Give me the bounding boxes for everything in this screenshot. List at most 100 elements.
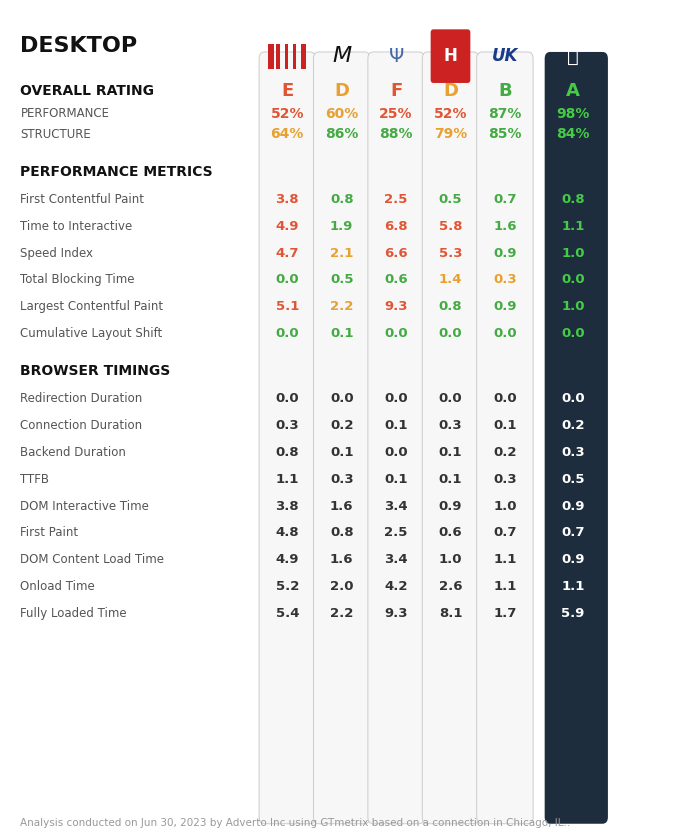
- Text: 0.2: 0.2: [561, 419, 585, 432]
- Text: 0.0: 0.0: [493, 392, 517, 406]
- Text: 0.8: 0.8: [330, 193, 354, 206]
- Text: 6.6: 6.6: [384, 246, 408, 260]
- Text: 0.1: 0.1: [439, 473, 462, 486]
- Text: 5.8: 5.8: [439, 220, 462, 233]
- Text: 0.0: 0.0: [561, 327, 585, 340]
- Text: First Contentful Paint: First Contentful Paint: [20, 193, 144, 206]
- Text: 0.8: 0.8: [561, 193, 585, 206]
- Text: 0.1: 0.1: [384, 473, 408, 486]
- Text: 1.7: 1.7: [493, 607, 517, 620]
- Text: 1.1: 1.1: [561, 220, 585, 233]
- Text: 0.6: 0.6: [439, 526, 462, 540]
- Text: Largest Contentful Paint: Largest Contentful Paint: [20, 300, 163, 313]
- FancyBboxPatch shape: [368, 52, 424, 824]
- Text: 1.1: 1.1: [493, 553, 517, 566]
- Text: 4.2: 4.2: [384, 580, 408, 593]
- Text: 4.7: 4.7: [275, 246, 299, 260]
- Text: 0.8: 0.8: [275, 446, 299, 459]
- Text: 60%: 60%: [325, 107, 358, 121]
- Text: 9.3: 9.3: [384, 607, 408, 620]
- Text: 1.0: 1.0: [439, 553, 462, 566]
- Text: 84%: 84%: [556, 127, 590, 141]
- Text: 0.5: 0.5: [439, 193, 462, 206]
- Text: DOM Content Load Time: DOM Content Load Time: [20, 553, 165, 566]
- Text: 0.3: 0.3: [330, 473, 354, 486]
- Text: 52%: 52%: [271, 107, 304, 121]
- Text: UK: UK: [492, 47, 518, 65]
- Text: 1.1: 1.1: [561, 580, 585, 593]
- Text: 5.9: 5.9: [561, 607, 585, 620]
- Text: 79%: 79%: [434, 127, 467, 141]
- FancyBboxPatch shape: [422, 52, 479, 824]
- Text: 1.0: 1.0: [561, 300, 585, 313]
- FancyBboxPatch shape: [430, 29, 471, 83]
- Text: Cumulative Layout Shift: Cumulative Layout Shift: [20, 327, 163, 340]
- Text: 0.1: 0.1: [384, 419, 408, 432]
- Text: 0.0: 0.0: [384, 327, 408, 340]
- Text: 0.0: 0.0: [561, 392, 585, 406]
- Text: 85%: 85%: [488, 127, 522, 141]
- Text: 0.1: 0.1: [330, 327, 354, 340]
- Text: Onload Time: Onload Time: [20, 580, 95, 593]
- Text: 3.8: 3.8: [275, 193, 299, 206]
- Text: 0.8: 0.8: [439, 300, 462, 313]
- Text: 0.1: 0.1: [330, 446, 354, 459]
- Text: E: E: [281, 81, 294, 100]
- Text: 2.5: 2.5: [384, 193, 408, 206]
- Text: 0.6: 0.6: [384, 273, 408, 287]
- Text: 4.8: 4.8: [275, 526, 299, 540]
- Text: H: H: [443, 47, 458, 65]
- Text: 87%: 87%: [488, 107, 522, 121]
- Bar: [276, 44, 279, 69]
- Text: 6.8: 6.8: [384, 220, 408, 233]
- Text: 3.4: 3.4: [384, 499, 408, 513]
- Text: Backend Duration: Backend Duration: [20, 446, 126, 459]
- Text: 0.7: 0.7: [561, 526, 585, 540]
- Text: 0.0: 0.0: [384, 446, 408, 459]
- Text: Time to Interactive: Time to Interactive: [20, 220, 133, 233]
- Text: 2.2: 2.2: [330, 300, 354, 313]
- Text: 0.3: 0.3: [439, 419, 462, 432]
- Text: 1.1: 1.1: [493, 580, 517, 593]
- Text: 1.9: 1.9: [330, 220, 354, 233]
- Text: 0.1: 0.1: [493, 419, 517, 432]
- Text: 0.8: 0.8: [330, 526, 354, 540]
- Bar: [292, 44, 296, 69]
- Text: 88%: 88%: [379, 127, 413, 141]
- Text: 0.9: 0.9: [561, 499, 585, 513]
- Text: 3.8: 3.8: [275, 499, 299, 513]
- Text: Speed Index: Speed Index: [20, 246, 93, 260]
- Text: D: D: [334, 81, 350, 100]
- Text: 0.0: 0.0: [561, 273, 585, 287]
- Text: Fully Loaded Time: Fully Loaded Time: [20, 607, 127, 620]
- Text: First Paint: First Paint: [20, 526, 78, 540]
- Text: 0.5: 0.5: [561, 473, 585, 486]
- Text: 0.9: 0.9: [493, 300, 517, 313]
- Text: B: B: [498, 81, 512, 100]
- Text: 0.0: 0.0: [330, 392, 354, 406]
- Text: 5.2: 5.2: [275, 580, 299, 593]
- Bar: [284, 44, 288, 69]
- FancyBboxPatch shape: [477, 52, 533, 824]
- Text: Redirection Duration: Redirection Duration: [20, 392, 143, 406]
- Text: 0.9: 0.9: [439, 499, 462, 513]
- Text: Total Blocking Time: Total Blocking Time: [20, 273, 135, 287]
- Text: 2.6: 2.6: [439, 580, 462, 593]
- Text: 1.4: 1.4: [439, 273, 462, 287]
- Text: 1.6: 1.6: [330, 553, 354, 566]
- Text: PERFORMANCE: PERFORMANCE: [20, 107, 109, 121]
- Text: DOM Interactive Time: DOM Interactive Time: [20, 499, 150, 513]
- Text: 0.9: 0.9: [561, 553, 585, 566]
- Text: Ψ: Ψ: [388, 47, 404, 65]
- Text: TTFB: TTFB: [20, 473, 50, 486]
- Text: OVERALL RATING: OVERALL RATING: [20, 84, 154, 97]
- Text: 64%: 64%: [271, 127, 304, 141]
- Bar: [301, 44, 306, 69]
- Text: 8.1: 8.1: [439, 607, 462, 620]
- Text: 0.0: 0.0: [439, 392, 462, 406]
- Text: 52%: 52%: [434, 107, 467, 121]
- Text: 0.1: 0.1: [439, 446, 462, 459]
- Text: 0.3: 0.3: [275, 419, 299, 432]
- Text: 0.0: 0.0: [439, 327, 462, 340]
- Text: 0.0: 0.0: [275, 392, 299, 406]
